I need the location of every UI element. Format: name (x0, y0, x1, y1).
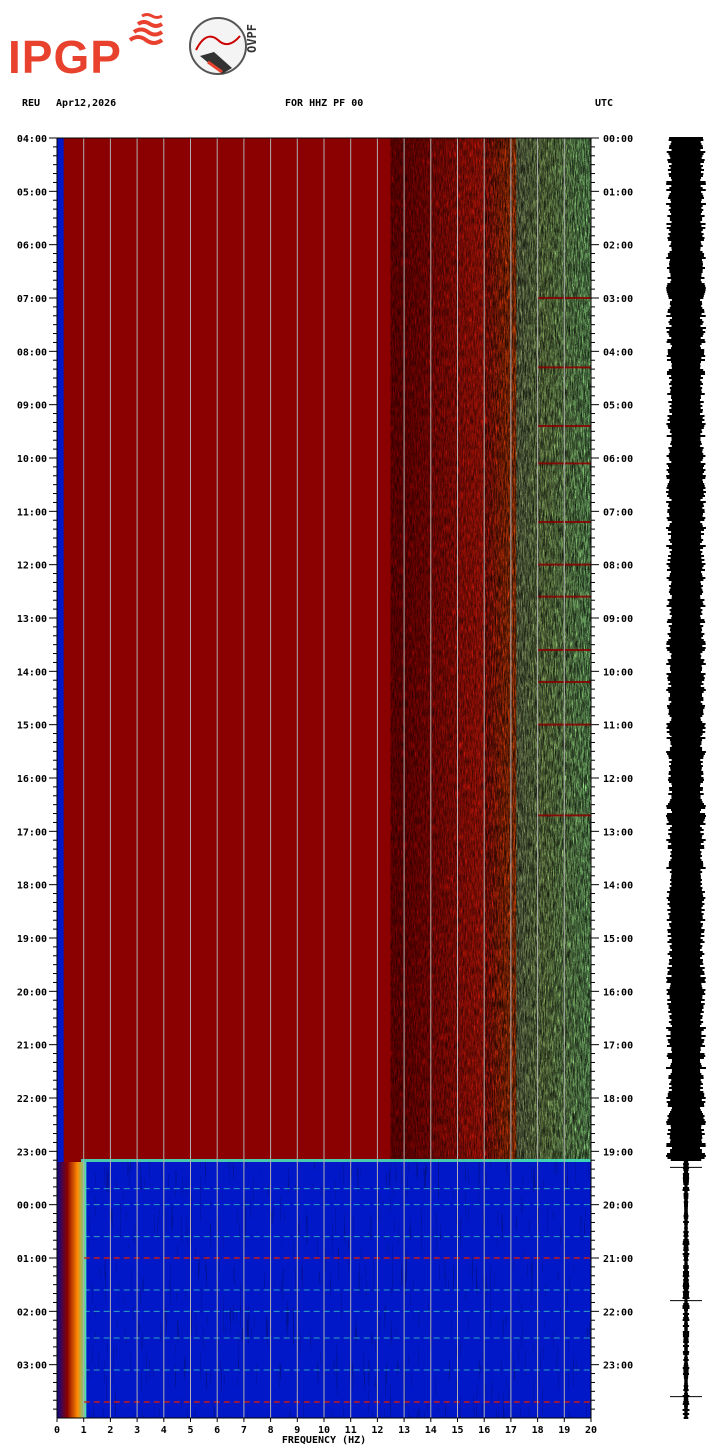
right-time-label: 10:00 (603, 667, 633, 678)
left-time-label: 05:00 (17, 187, 47, 198)
left-time-label: 23:00 (17, 1147, 47, 1158)
right-time-label: 05:00 (603, 401, 633, 412)
x-tick-label: 18 (532, 1425, 544, 1436)
x-tick-label: 13 (398, 1425, 410, 1436)
right-time-label: 18:00 (603, 1094, 633, 1105)
left-time-label: 15:00 (17, 721, 47, 732)
ipgp-logo: IPGP (8, 31, 122, 83)
station-code: REU (22, 98, 41, 109)
left-time-label: 06:00 (17, 241, 47, 252)
x-tick-label: 5 (187, 1425, 193, 1436)
left-time-label: 02:00 (17, 1307, 47, 1318)
left-time-label: 09:00 (17, 401, 47, 412)
right-time-label: 08:00 (603, 561, 633, 572)
x-tick-label: 2 (107, 1425, 113, 1436)
left-time-label: 03:00 (17, 1361, 47, 1372)
x-tick-label: 3 (134, 1425, 140, 1436)
x-tick-label: 9 (294, 1425, 300, 1436)
x-tick-label: 19 (558, 1425, 570, 1436)
right-time-label: 23:00 (603, 1361, 633, 1372)
left-time-label: 07:00 (17, 294, 47, 305)
left-time-label: 04:00 (17, 134, 47, 145)
left-time-label: 13:00 (17, 614, 47, 625)
right-time-label: 09:00 (603, 614, 633, 625)
right-time-label: 15:00 (603, 934, 633, 945)
right-time-label: 20:00 (603, 1201, 633, 1212)
right-time-label: 21:00 (603, 1254, 633, 1265)
x-tick-label: 4 (161, 1425, 167, 1436)
left-time-label: 01:00 (17, 1254, 47, 1265)
right-time-label: 16:00 (603, 987, 633, 998)
timezone-label: UTC (595, 98, 614, 109)
left-time-label: 16:00 (17, 774, 47, 785)
left-time-label: 21:00 (17, 1041, 47, 1052)
x-tick-label: 8 (268, 1425, 274, 1436)
x-tick-label: 1 (81, 1425, 87, 1436)
x-tick-label: 12 (371, 1425, 383, 1436)
left-time-label: 17:00 (17, 827, 47, 838)
right-time-label: 02:00 (603, 241, 633, 252)
right-time-label: 17:00 (603, 1041, 633, 1052)
right-time-label: 03:00 (603, 294, 633, 305)
seismogram-trace (666, 137, 706, 1419)
x-tick-label: 20 (585, 1425, 597, 1436)
right-time-label: 07:00 (603, 507, 633, 518)
right-time-label: 06:00 (603, 454, 633, 465)
right-time-label: 04:00 (603, 347, 633, 358)
x-tick-label: 6 (214, 1425, 220, 1436)
left-time-label: 20:00 (17, 987, 47, 998)
date-label: Apr12,2026 (56, 98, 117, 109)
right-time-label: 13:00 (603, 827, 633, 838)
ovpf-text: OVPF (245, 24, 259, 53)
left-time-label: 14:00 (17, 667, 47, 678)
left-time-label: 22:00 (17, 1094, 47, 1105)
ipgp-wave-icon (128, 13, 164, 45)
lower-region-low-frequency (57, 1162, 87, 1418)
x-axis-label: FREQUENCY (HZ) (282, 1435, 366, 1446)
left-time-label: 10:00 (17, 454, 47, 465)
x-tick-label: 14 (425, 1425, 437, 1436)
ovpf-logo-icon: OVPF (189, 17, 259, 75)
right-time-label: 11:00 (603, 721, 633, 732)
right-time-label: 19:00 (603, 1147, 633, 1158)
x-tick-label: 17 (505, 1425, 517, 1436)
right-time-label: 22:00 (603, 1307, 633, 1318)
right-time-label: 01:00 (603, 187, 633, 198)
left-time-label: 00:00 (17, 1201, 47, 1212)
x-tick-label: 11 (345, 1425, 357, 1436)
right-time-label: 00:00 (603, 134, 633, 145)
x-tick-label: 10 (318, 1425, 330, 1436)
left-time-label: 08:00 (17, 347, 47, 358)
right-time-label: 14:00 (603, 881, 633, 892)
left-time-label: 12:00 (17, 561, 47, 572)
x-tick-label: 7 (241, 1425, 247, 1436)
left-time-label: 11:00 (17, 507, 47, 518)
x-tick-label: 15 (451, 1425, 463, 1436)
x-tick-label: 0 (54, 1425, 60, 1436)
left-time-label: 19:00 (17, 934, 47, 945)
channel-label: FOR HHZ PF 00 (285, 98, 364, 109)
left-time-label: 18:00 (17, 881, 47, 892)
x-tick-label: 16 (478, 1425, 490, 1436)
upper-region-low-edge (57, 138, 64, 1162)
right-time-label: 12:00 (603, 774, 633, 785)
